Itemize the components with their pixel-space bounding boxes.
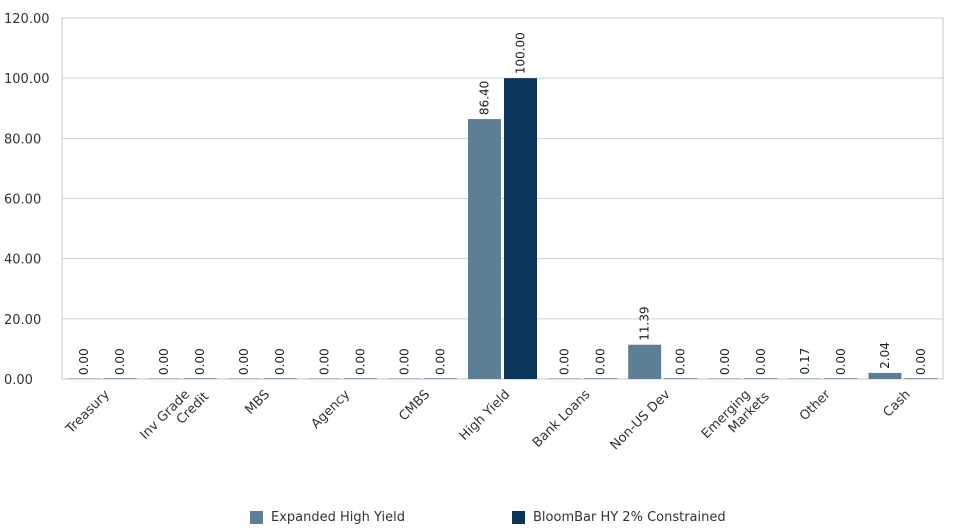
x-tick-label: Bank Loans: [530, 387, 594, 451]
bar: [468, 119, 501, 379]
data-label: 2.04: [878, 342, 892, 369]
data-label: 0.17: [798, 348, 812, 375]
bar: [228, 379, 261, 380]
bar: [388, 379, 421, 380]
data-label: 0.00: [113, 348, 127, 375]
legend-label: Expanded High Yield: [271, 510, 405, 525]
y-tick-label: 60.00: [4, 193, 41, 208]
bar: [824, 379, 857, 380]
data-label: 0.00: [157, 348, 171, 375]
bar: [504, 78, 537, 379]
y-tick-label: 80.00: [4, 132, 41, 147]
data-label: 100.00: [514, 32, 528, 74]
x-tick-label: MBS: [243, 387, 274, 418]
legend-item-bloombar-hy: BloomBar HY 2% Constrained: [512, 510, 726, 525]
data-label: 0.00: [834, 348, 848, 375]
y-tick-label: 100.00: [4, 72, 50, 87]
y-tick-label: 20.00: [4, 313, 41, 328]
data-label: 86.40: [478, 81, 492, 115]
x-tick-label: Non-US Dev: [608, 387, 674, 453]
x-tick-label: Other: [797, 387, 834, 424]
x-tick-label: EmergingMarkets: [699, 379, 773, 453]
data-label: 0.00: [433, 348, 447, 375]
bar: [744, 379, 777, 380]
bar: [148, 379, 181, 380]
bar: [264, 379, 297, 380]
data-label: 0.00: [237, 348, 251, 375]
bar: [424, 379, 457, 380]
bar: [664, 379, 697, 380]
data-label: 0.00: [594, 348, 608, 375]
bar-chart: 0.00 20.00 40.00 60.00 80.00 100.00 120.00 0.00…: [0, 0, 955, 500]
bar: [868, 373, 901, 379]
bar: [68, 379, 101, 380]
data-label: 0.00: [754, 348, 768, 375]
data-label: 0.00: [77, 348, 91, 375]
x-tick-label: CMBS: [396, 387, 433, 424]
x-tick-label: Inv GradeCredit: [137, 379, 212, 454]
x-tick-label: High Yield: [457, 387, 514, 444]
x-tick-label: Agency: [308, 387, 353, 432]
x-tick-label: Treasury: [63, 387, 113, 437]
data-label: 11.39: [638, 306, 652, 340]
bar: [904, 379, 937, 380]
x-tick-label: Cash: [881, 387, 914, 420]
data-label: 0.00: [317, 348, 331, 375]
y-tick-label: 0.00: [4, 373, 33, 388]
data-label: 0.00: [193, 348, 207, 375]
bar: [184, 379, 217, 380]
legend-item-expanded-high-yield: Expanded High Yield: [250, 510, 405, 525]
data-label: 0.00: [674, 348, 688, 375]
bar: [548, 379, 581, 380]
bar: [708, 379, 741, 380]
data-label: 0.00: [914, 348, 928, 375]
data-label: 0.00: [353, 348, 367, 375]
legend-label: BloomBar HY 2% Constrained: [533, 510, 726, 525]
y-tick-label: 40.00: [4, 253, 41, 268]
data-label: 0.00: [397, 348, 411, 375]
bar: [104, 379, 137, 380]
bar: [308, 379, 341, 380]
bar: [584, 379, 617, 380]
bar: [344, 379, 377, 380]
y-tick-label: 120.00: [4, 12, 50, 27]
bar: [628, 345, 661, 379]
legend-swatch: [512, 511, 525, 524]
data-label: 0.00: [718, 348, 732, 375]
data-label: 0.00: [273, 348, 287, 375]
bar: [788, 378, 821, 379]
legend: Expanded High Yield BloomBar HY 2% Const…: [0, 510, 955, 529]
legend-swatch: [250, 511, 263, 524]
data-label: 0.00: [558, 348, 572, 375]
